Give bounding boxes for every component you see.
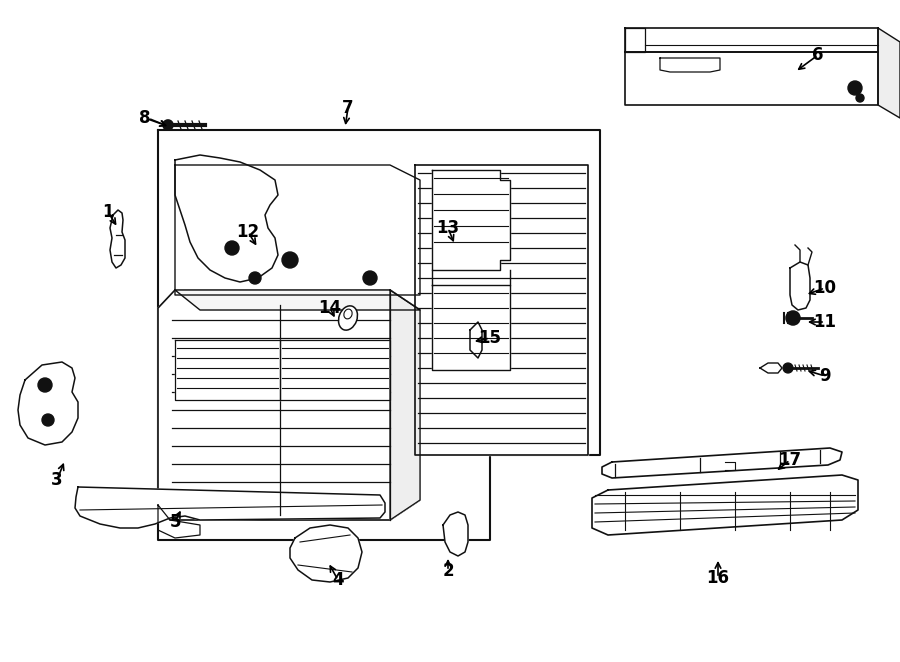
Circle shape	[848, 81, 862, 95]
Polygon shape	[75, 487, 385, 528]
Polygon shape	[290, 525, 362, 582]
Text: 8: 8	[140, 109, 151, 127]
Ellipse shape	[338, 306, 357, 330]
Polygon shape	[18, 362, 78, 445]
Polygon shape	[660, 58, 720, 72]
Text: 15: 15	[479, 329, 501, 347]
Polygon shape	[790, 262, 810, 310]
Polygon shape	[280, 340, 390, 400]
Polygon shape	[158, 290, 420, 520]
Circle shape	[783, 363, 793, 373]
Polygon shape	[432, 170, 510, 270]
Polygon shape	[175, 155, 278, 282]
Polygon shape	[760, 363, 782, 373]
Polygon shape	[158, 130, 600, 540]
Polygon shape	[470, 322, 482, 358]
Text: 6: 6	[812, 46, 824, 64]
Circle shape	[856, 94, 864, 102]
Text: 13: 13	[436, 219, 460, 237]
Text: 3: 3	[51, 471, 63, 489]
Text: 5: 5	[169, 513, 181, 531]
Circle shape	[225, 241, 239, 255]
Text: 7: 7	[342, 99, 354, 117]
Circle shape	[38, 378, 52, 392]
Circle shape	[249, 272, 261, 284]
Polygon shape	[175, 165, 420, 295]
Polygon shape	[415, 165, 588, 455]
Circle shape	[786, 311, 800, 325]
Polygon shape	[625, 28, 878, 52]
Polygon shape	[110, 210, 125, 268]
Polygon shape	[625, 52, 878, 105]
Ellipse shape	[344, 309, 352, 319]
Text: 10: 10	[814, 279, 836, 297]
Text: 17: 17	[778, 451, 802, 469]
Circle shape	[42, 414, 54, 426]
Text: 4: 4	[332, 571, 344, 589]
Polygon shape	[443, 512, 468, 556]
Circle shape	[282, 252, 298, 268]
Circle shape	[363, 271, 377, 285]
Text: 11: 11	[814, 313, 836, 331]
Polygon shape	[175, 340, 280, 400]
Text: 16: 16	[706, 569, 730, 587]
Circle shape	[163, 120, 173, 130]
Text: 2: 2	[442, 562, 454, 580]
Polygon shape	[602, 448, 842, 478]
Text: 14: 14	[319, 299, 342, 317]
Polygon shape	[432, 285, 510, 370]
Polygon shape	[878, 28, 900, 118]
Polygon shape	[175, 290, 420, 310]
Polygon shape	[390, 290, 420, 520]
Text: 12: 12	[237, 223, 259, 241]
Text: 9: 9	[819, 367, 831, 385]
Polygon shape	[592, 475, 858, 535]
Text: 1: 1	[103, 203, 113, 221]
